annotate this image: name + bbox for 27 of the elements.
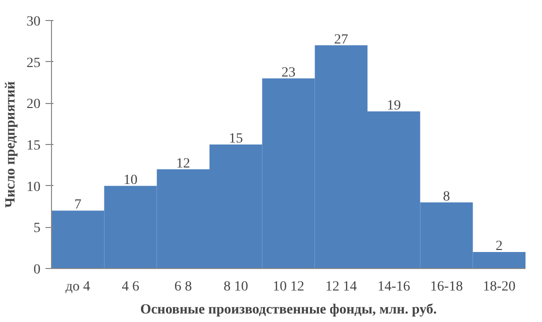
x-axis-title: Основные производственные фонды, млн. руб.	[140, 302, 437, 318]
data-label: 23	[282, 65, 296, 80]
y-tick-label: 20	[26, 97, 40, 112]
data-label: 27	[334, 32, 348, 48]
y-tick-label: 25	[26, 56, 40, 71]
data-label: 2	[496, 238, 503, 254]
data-label: 12	[176, 156, 190, 172]
y-tick-label: 10	[26, 180, 40, 195]
x-tick-label: 12 14	[325, 280, 357, 294]
data-label: 10	[124, 172, 138, 188]
data-label: 7	[74, 198, 82, 213]
x-tick-label: 14-16	[378, 280, 410, 294]
x-tick-label: 10 12	[272, 280, 304, 294]
x-tick-label: 16-18	[430, 280, 463, 294]
x-tick-label: до 4	[66, 280, 90, 294]
x-tick-label: 4 6	[122, 280, 140, 294]
data-label: 8	[443, 189, 450, 204]
y-tick-label: 15	[26, 138, 40, 154]
y-axis-title: Число предприятий	[4, 81, 18, 208]
x-tick-label: 18-20	[482, 280, 516, 294]
x-tick-label: 8 10	[224, 280, 248, 294]
x-tick-label: 6 8	[174, 280, 192, 294]
y-tick-label: 30	[26, 14, 40, 30]
y-tick-label: 5	[34, 221, 40, 236]
y-tick-label: 0	[34, 262, 40, 278]
data-label: 19	[386, 98, 401, 114]
data-label: 15	[228, 132, 243, 146]
